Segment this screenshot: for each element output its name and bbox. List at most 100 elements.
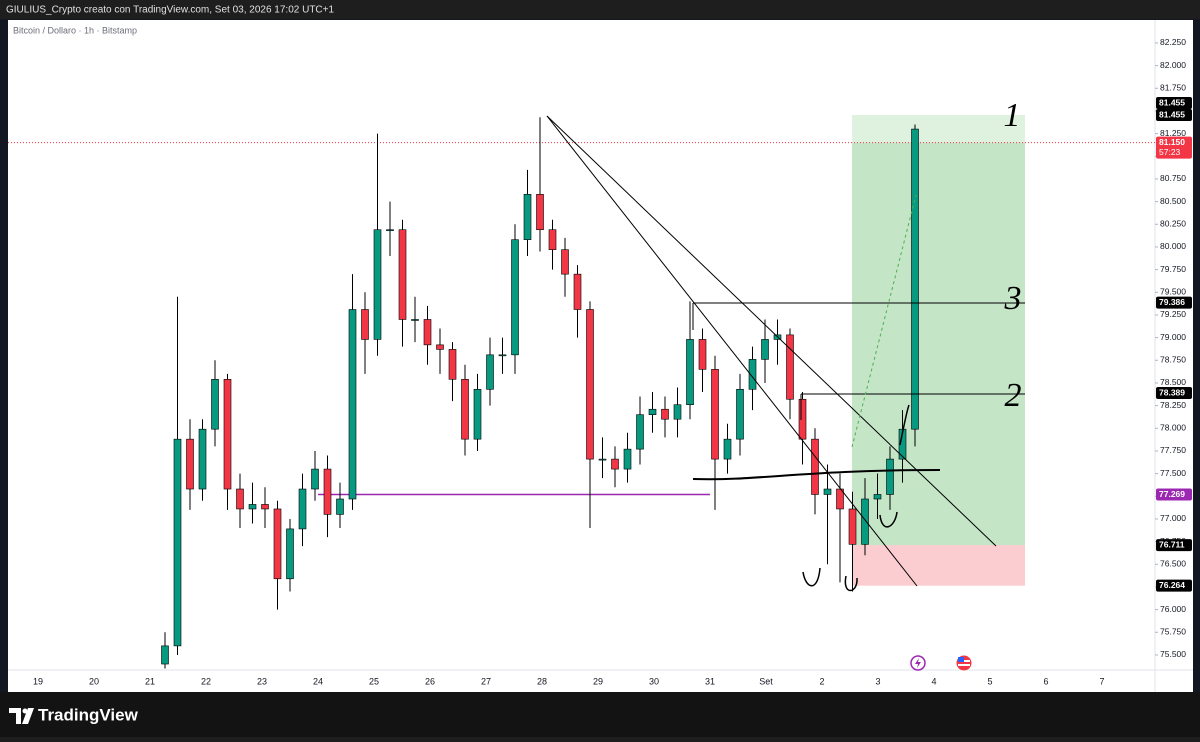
y-tick-label: 80.250 bbox=[1160, 219, 1186, 229]
candle-body bbox=[423, 319, 432, 346]
x-tick-label: 28 bbox=[537, 676, 547, 686]
hand-curve bbox=[844, 575, 858, 592]
candle-body bbox=[386, 229, 394, 232]
candle-body bbox=[661, 408, 669, 420]
price-marker bbox=[1156, 539, 1192, 552]
x-tick-label: Set bbox=[759, 676, 773, 686]
x-tick-label: 19 bbox=[33, 676, 43, 686]
y-tick-label: 77.000 bbox=[1160, 513, 1186, 523]
x-tick-label: 25 bbox=[369, 676, 379, 686]
loss-zone bbox=[852, 545, 1025, 586]
x-tick-label: 26 bbox=[425, 676, 435, 686]
candle-body bbox=[886, 458, 894, 495]
hand-label: 2 bbox=[1005, 377, 1022, 414]
candle-body bbox=[686, 339, 694, 406]
y-tick-label: 80.500 bbox=[1160, 196, 1186, 206]
candle-body bbox=[211, 379, 219, 430]
candle-body bbox=[586, 309, 594, 460]
event-icon-glyph bbox=[915, 658, 921, 668]
candle-body bbox=[398, 229, 407, 320]
candle-body bbox=[611, 458, 619, 470]
price-marker bbox=[1156, 97, 1192, 110]
candle-body bbox=[548, 229, 557, 250]
candle-body bbox=[261, 504, 269, 510]
x-tick-label: 24 bbox=[313, 676, 323, 686]
candle-body bbox=[336, 498, 344, 515]
candle-body bbox=[448, 349, 457, 380]
candle-body bbox=[373, 229, 382, 340]
candle-body bbox=[173, 438, 182, 647]
candle-body bbox=[636, 414, 644, 450]
candle-body bbox=[536, 194, 544, 231]
y-tick-label: 79.500 bbox=[1160, 287, 1186, 297]
y-tick-label: 78.500 bbox=[1160, 377, 1186, 387]
y-tick-label: 78.750 bbox=[1160, 355, 1186, 365]
candle-body bbox=[673, 404, 682, 420]
candle-body bbox=[461, 379, 469, 440]
candle-body bbox=[786, 334, 794, 400]
candle-body bbox=[861, 498, 869, 545]
candle-body bbox=[723, 438, 732, 460]
flag-canton bbox=[958, 657, 964, 662]
y-tick-label: 76.000 bbox=[1160, 604, 1186, 614]
y-tick-label: 76.500 bbox=[1160, 559, 1186, 569]
candle-body bbox=[911, 128, 919, 430]
price-marker-label: 81.455 bbox=[1159, 97, 1185, 107]
y-tick-label: 78.250 bbox=[1160, 400, 1186, 410]
candle-body bbox=[511, 239, 519, 356]
candle-body bbox=[273, 508, 282, 580]
hand-curve bbox=[879, 511, 898, 528]
drawings bbox=[546, 115, 1025, 592]
x-tick-label: 7 bbox=[1099, 676, 1104, 686]
candle-body bbox=[323, 468, 332, 515]
candle-body bbox=[198, 428, 207, 490]
profit-zone-upper bbox=[852, 115, 1025, 143]
candle-body bbox=[298, 488, 307, 530]
x-tick-label: 27 bbox=[481, 676, 491, 686]
chart-panel bbox=[8, 20, 1193, 692]
y-tick-label: 81.250 bbox=[1160, 128, 1186, 138]
candle-body bbox=[411, 319, 419, 321]
candle-body bbox=[598, 458, 607, 461]
price-marker-label: 78.389 bbox=[1159, 387, 1185, 397]
candle-body bbox=[848, 508, 857, 545]
candle-body bbox=[311, 468, 319, 490]
candle-body bbox=[161, 645, 169, 665]
candle-body bbox=[798, 398, 807, 440]
price-marker-label: 81.455 bbox=[1159, 109, 1185, 119]
logo-icon bbox=[22, 708, 28, 714]
x-tick-label: 20 bbox=[89, 676, 99, 686]
price-marker bbox=[1156, 109, 1192, 122]
price-marker bbox=[1156, 579, 1192, 592]
x-tick-label: 22 bbox=[201, 676, 211, 686]
logo-icon bbox=[22, 708, 34, 724]
y-tick-label: 81.750 bbox=[1160, 83, 1186, 93]
candle-body bbox=[186, 438, 194, 490]
hand-curve bbox=[899, 404, 910, 446]
y-tick-label: 77.500 bbox=[1160, 468, 1186, 478]
price-marker-label: 76.711 bbox=[1159, 539, 1185, 549]
candle-body bbox=[573, 273, 582, 310]
y-tick-label: 77.750 bbox=[1160, 445, 1186, 455]
candle-body bbox=[486, 354, 494, 390]
x-tick-label: 3 bbox=[875, 676, 880, 686]
candle-body bbox=[473, 388, 482, 440]
y-tick-label: 78.000 bbox=[1160, 423, 1186, 433]
y-tick-label: 79.750 bbox=[1160, 264, 1186, 274]
price-marker bbox=[1156, 296, 1192, 309]
y-tick-label: 79.250 bbox=[1160, 309, 1186, 319]
candle-body bbox=[348, 309, 357, 500]
y-tick-label: 82.000 bbox=[1160, 60, 1186, 70]
neckline bbox=[692, 469, 941, 481]
candle-body bbox=[248, 504, 257, 510]
candle-body bbox=[873, 494, 882, 500]
candle-body bbox=[823, 488, 832, 495]
x-tick-label: 2 bbox=[819, 676, 824, 686]
chart-title: Bitcoin / Dollaro · 1h · Bitstamp bbox=[13, 25, 137, 35]
candle-body bbox=[761, 339, 769, 360]
hand-curve bbox=[802, 567, 821, 587]
x-tick-label: 23 bbox=[257, 676, 267, 686]
x-tick-label: 4 bbox=[931, 676, 936, 686]
brand: TradingView bbox=[38, 705, 139, 724]
